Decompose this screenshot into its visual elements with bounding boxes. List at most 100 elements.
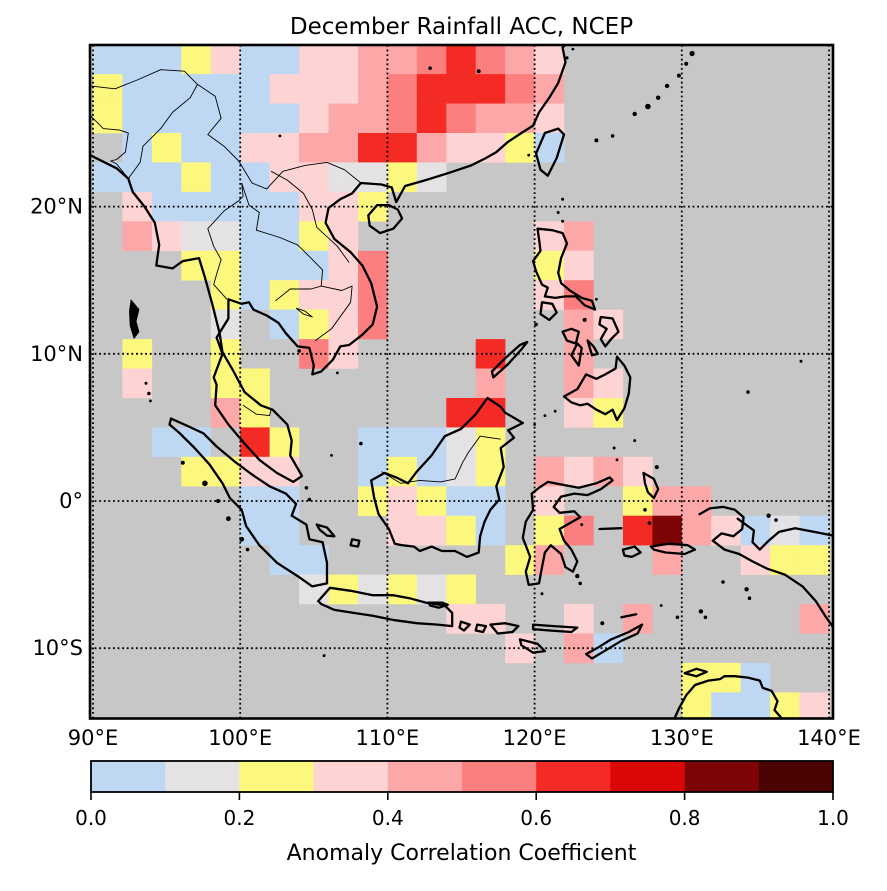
island-dot — [540, 592, 544, 596]
acc-grid-cell — [210, 103, 241, 134]
acc-grid-cell — [475, 604, 506, 634]
acc-grid-cell — [240, 45, 270, 75]
x-tick-label: 130°E — [650, 726, 714, 750]
acc-grid-cell — [358, 74, 388, 104]
colorbar: 0.0 0.2 0.4 0.6 0.8 1.0 — [75, 760, 849, 830]
colorbar-tick-label: 0.4 — [372, 806, 404, 830]
acc-grid-cell — [93, 74, 123, 104]
island-dot — [561, 219, 565, 223]
island-dot — [684, 61, 689, 66]
coastline — [642, 471, 660, 500]
country-border — [242, 404, 272, 417]
coastline — [489, 622, 520, 635]
coastline — [521, 476, 614, 587]
colorbar-segment — [610, 761, 685, 792]
acc-grid-cell — [564, 515, 594, 546]
island-dot — [216, 499, 221, 503]
colorbar-segment — [313, 761, 389, 792]
acc-grid-cell — [740, 545, 771, 575]
island-dot — [575, 573, 580, 579]
island-dot — [330, 454, 333, 457]
coastline — [598, 527, 623, 531]
acc-grid-cell — [240, 221, 270, 251]
acc-grid-cell — [299, 133, 329, 163]
acc-grid-cell — [799, 692, 830, 719]
acc-grid-cell — [446, 574, 476, 605]
x-tick-label: 110°E — [355, 726, 419, 750]
y-tick-label: 20°N — [30, 195, 83, 219]
acc-grid-cell — [151, 162, 182, 193]
chart-title: December Rainfall ACC, NCEP — [289, 14, 634, 40]
acc-grid-cell — [534, 545, 565, 575]
acc-grid-cell — [446, 103, 476, 134]
acc-grid-cell — [181, 133, 211, 163]
island-dot — [428, 66, 432, 70]
acc-grid-cell — [181, 103, 211, 134]
acc-grid-cell — [299, 221, 329, 251]
coastline — [562, 355, 632, 422]
acc-grid-cell — [564, 221, 594, 251]
acc-grid-cell — [416, 133, 447, 163]
island-dot — [147, 391, 151, 396]
colorbar-segment — [758, 761, 834, 792]
acc-grid-cell — [416, 45, 447, 75]
acc-grid-cell — [358, 103, 388, 134]
acc-grid-cell — [328, 133, 359, 163]
island-dot — [556, 211, 560, 214]
acc-grid-cell — [151, 74, 182, 104]
graticule — [90, 45, 833, 719]
acc-grid-cell — [416, 515, 447, 546]
acc-grid-cell — [210, 45, 241, 75]
coastline — [598, 315, 620, 348]
acc-grid-cell — [210, 280, 241, 310]
island-dot — [561, 197, 565, 201]
colorbar-segment — [462, 761, 537, 792]
acc-grid-cell — [210, 221, 241, 251]
acc-grid-cell — [416, 103, 447, 134]
coastline — [315, 523, 336, 538]
coastline — [370, 396, 524, 559]
acc-grid-cell — [505, 74, 535, 104]
acc-grid-cell — [122, 221, 153, 251]
island-dot — [774, 518, 778, 522]
acc-grid-cell — [711, 515, 741, 546]
country-border — [197, 84, 362, 190]
acc-grid-cell — [151, 133, 182, 163]
acc-grid-cell — [358, 456, 388, 487]
island-dot — [565, 56, 569, 60]
acc-grid-cell — [416, 574, 447, 605]
acc-grid-cell — [240, 133, 270, 163]
map-frame — [88, 43, 835, 720]
coastline — [736, 517, 833, 551]
acc-grid-cell — [269, 103, 300, 134]
y-axis-ticks: 20°N 10°N 0° 10°S — [30, 195, 83, 661]
acc-grid-cell — [475, 368, 506, 399]
acc-grid-cell — [446, 456, 476, 487]
island-dot — [571, 47, 575, 51]
coastline — [698, 505, 833, 629]
coastline — [570, 342, 583, 367]
island-dot — [632, 111, 637, 117]
acc-grid-cell — [681, 515, 712, 546]
coastline — [367, 203, 404, 235]
country-border — [90, 69, 198, 179]
island-dot — [721, 580, 725, 584]
island-dot — [744, 587, 749, 592]
acc-grid-cell — [240, 74, 270, 104]
island-dot — [297, 349, 301, 353]
colorbar-tick-label: 0.8 — [669, 806, 701, 830]
coastline — [474, 623, 488, 634]
island-dot — [746, 390, 750, 394]
acc-grid-cell — [181, 45, 211, 75]
acc-grid-cell — [299, 103, 329, 134]
y-tick-label: 10°N — [30, 342, 83, 366]
acc-grid-cell — [269, 250, 300, 281]
acc-grid-cell — [770, 545, 800, 575]
island-dot — [202, 480, 208, 487]
acc-grid-cell — [505, 133, 535, 163]
island-dot — [664, 83, 670, 89]
country-border — [275, 285, 322, 302]
acc-grid-cell — [358, 574, 388, 605]
x-tick-label: 140°E — [797, 726, 861, 750]
island-dot — [534, 322, 538, 327]
